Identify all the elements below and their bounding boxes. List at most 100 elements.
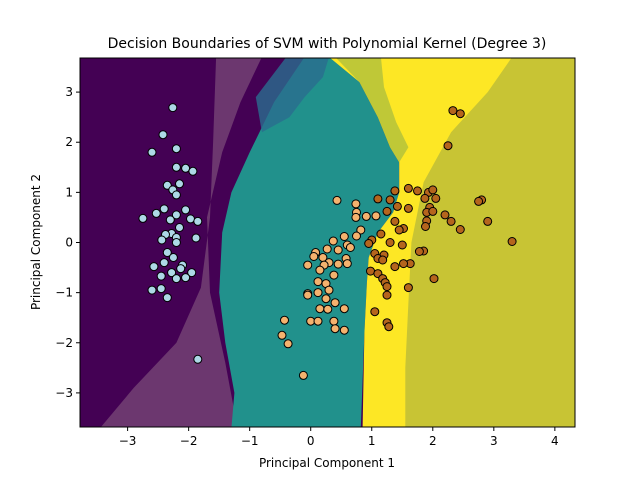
point-class-0 [156, 271, 166, 281]
point-class-1 [339, 232, 349, 241]
point-class-0 [168, 103, 178, 113]
point-class-1 [329, 316, 339, 326]
point-class-2 [390, 216, 400, 226]
region-overlap-olive-right [405, 58, 575, 427]
x-tick-label: −1 [241, 434, 259, 448]
point-class-2 [428, 185, 438, 195]
point-class-2 [414, 247, 424, 256]
point-class-2 [429, 274, 439, 284]
point-class-0 [149, 262, 159, 272]
y-tick-label: 2 [65, 135, 73, 149]
point-class-1 [309, 252, 319, 261]
point-class-0 [165, 215, 175, 225]
region-overlap-teal-top [255, 58, 329, 133]
point-class-2 [392, 201, 402, 211]
point-class-0 [162, 248, 172, 257]
y-tick-label: 1 [65, 185, 73, 199]
y-axis: −3 −2 −1 0 1 2 3 [55, 85, 80, 400]
point-class-1 [324, 285, 334, 295]
point-class-0 [157, 235, 167, 245]
y-tick-label: 3 [65, 85, 73, 99]
point-class-2 [431, 193, 441, 203]
point-class-2 [455, 109, 465, 119]
point-class-2 [403, 203, 413, 213]
point-class-2 [382, 282, 392, 292]
point-class-1 [313, 277, 323, 287]
point-class-2 [455, 225, 465, 234]
point-class-2 [403, 283, 413, 293]
point-class-1 [342, 259, 352, 269]
point-class-1 [333, 245, 343, 255]
point-class-1 [315, 265, 325, 275]
y-tick-label: −3 [55, 386, 73, 400]
point-class-1 [351, 199, 361, 209]
point-class-1 [313, 316, 323, 326]
point-class-1 [351, 212, 361, 222]
region-overlap-purple [100, 58, 262, 427]
point-class-2 [474, 196, 484, 206]
point-class-0 [171, 162, 181, 172]
point-class-0 [159, 204, 169, 214]
point-class-2 [382, 206, 392, 216]
point-class-2 [443, 141, 453, 151]
point-class-1 [356, 225, 366, 235]
point-class-2 [390, 186, 400, 196]
point-class-1 [315, 304, 325, 314]
point-class-0 [162, 293, 172, 303]
point-class-0 [188, 166, 198, 176]
point-class-2 [397, 240, 407, 250]
point-class-1 [330, 298, 340, 308]
point-class-2 [413, 186, 422, 196]
point-class-2 [382, 290, 392, 300]
region-overlap-olive-top [336, 58, 409, 163]
point-class-1 [303, 290, 313, 300]
point-class-1 [321, 294, 331, 304]
point-class-0 [175, 223, 184, 232]
point-class-2 [390, 262, 400, 272]
point-class-2 [384, 322, 394, 332]
point-class-0 [147, 285, 157, 295]
point-class-0 [159, 258, 169, 268]
x-tick-label: 1 [368, 434, 376, 448]
point-class-2 [378, 255, 388, 265]
point-class-0 [171, 274, 181, 284]
point-class-1 [328, 236, 338, 246]
point-class-1 [352, 231, 361, 241]
point-class-2 [364, 239, 374, 248]
point-class-2 [394, 225, 404, 235]
point-class-0 [147, 147, 157, 157]
point-class-0 [171, 210, 181, 220]
point-class-1 [323, 304, 333, 314]
point-class-2 [420, 193, 430, 203]
point-class-2 [440, 210, 450, 220]
point-class-0 [158, 130, 168, 140]
x-tick-label: 3 [490, 434, 498, 448]
x-tick-label: 0 [307, 434, 315, 448]
point-class-2 [370, 307, 380, 317]
point-class-1 [361, 211, 371, 221]
point-class-0 [151, 208, 161, 218]
y-tick-label: −1 [55, 286, 73, 300]
point-class-1 [339, 325, 349, 335]
point-class-1 [330, 324, 340, 334]
point-class-2 [446, 216, 456, 226]
decision-regions [80, 58, 575, 427]
point-class-1 [339, 304, 349, 314]
point-class-1 [345, 243, 355, 252]
point-class-1 [280, 315, 289, 325]
point-class-1 [322, 244, 332, 254]
point-class-1 [332, 195, 342, 205]
point-class-1 [333, 259, 343, 269]
point-class-2 [428, 206, 438, 216]
point-class-0 [181, 205, 191, 215]
point-class-2 [373, 194, 383, 204]
point-class-0 [171, 238, 181, 247]
x-tick-label: −2 [180, 434, 198, 448]
y-tick-label: 0 [65, 236, 73, 250]
point-class-0 [175, 179, 184, 189]
data-points [138, 103, 517, 380]
point-class-2 [403, 183, 413, 193]
point-class-2 [366, 266, 375, 276]
